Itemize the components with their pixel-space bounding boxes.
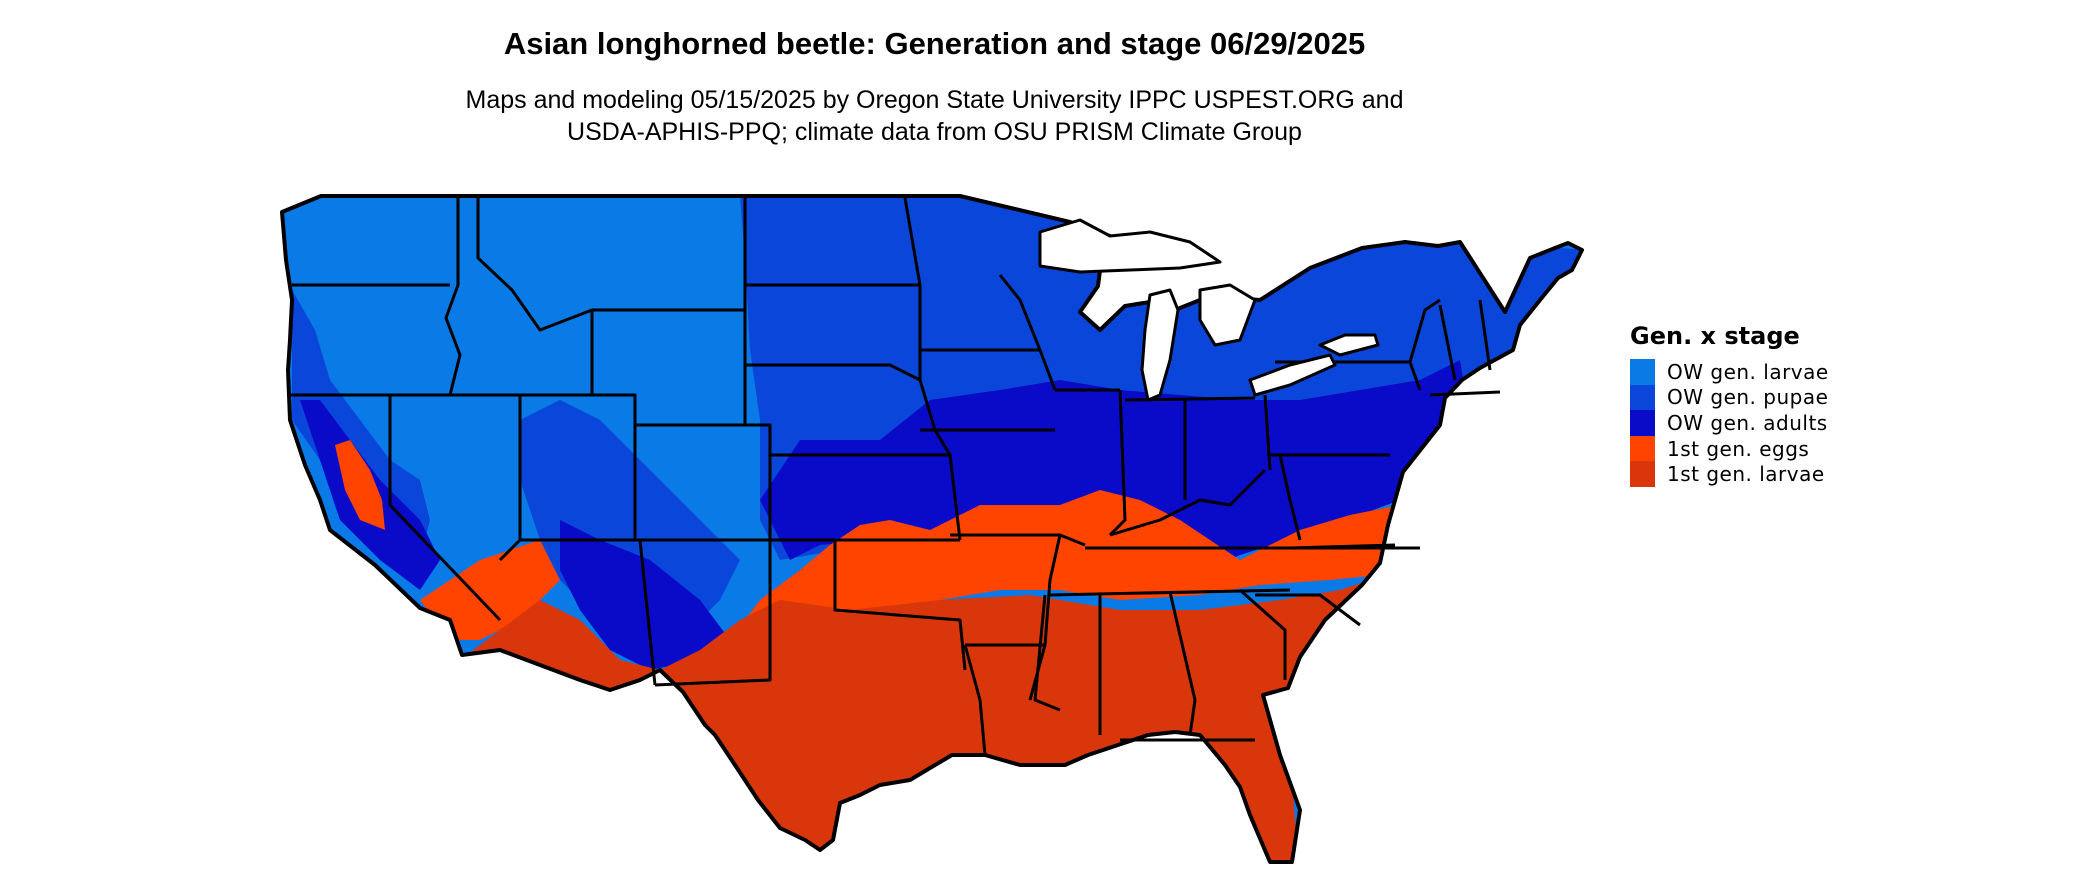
border-id-west [444, 198, 462, 396]
border-va-nc [1289, 543, 1396, 550]
border-sd-ne [745, 363, 921, 382]
lake-erie [1248, 353, 1337, 397]
border-mn-wi [998, 274, 1057, 391]
legend-label: OW gen. adults [1667, 410, 1828, 435]
map-subtitle: Maps and modeling 05/15/2025 by Oregon S… [0, 84, 1869, 148]
legend-item-ow-larvae: OW gen. larvae [1630, 359, 1829, 385]
lake-huron [1198, 283, 1257, 347]
lake-ontario [1318, 333, 1380, 357]
legend-item-ow-pupae: OW gen. pupae [1630, 384, 1829, 411]
border-co-nm [635, 538, 772, 687]
border-ca-nv [388, 395, 502, 622]
us-outline [280, 194, 1584, 864]
legend-label: 1st gen. larvae [1667, 462, 1825, 487]
border-ms-west [1033, 594, 1061, 712]
legend-label: OW gen. pupae [1667, 385, 1829, 410]
legend-swatch [1630, 435, 1655, 462]
map-legend: Gen. x stage OW gen. larvae OW gen. pupa… [1630, 322, 1829, 487]
legend-swatch [1630, 410, 1655, 436]
legend-label: 1st gen. eggs [1667, 436, 1810, 461]
border-la-tx [963, 644, 987, 756]
legend-item-1st-eggs: 1st gen. eggs [1630, 435, 1829, 462]
border-ok-tx [770, 538, 967, 671]
great-lakes [1038, 218, 1380, 402]
border-vt-nh [1438, 304, 1457, 381]
border-nh-me [1478, 299, 1492, 371]
border-ga-sc [1239, 588, 1287, 680]
legend-title: Gen. x stage [1630, 322, 1800, 350]
legend-label: OW gen. larvae [1667, 359, 1829, 384]
border-ma-south [1429, 390, 1501, 397]
border-ut-co [585, 393, 745, 427]
border-ky-north [1109, 468, 1267, 537]
border-ny-ne [1408, 298, 1441, 363]
border-al-ga [1168, 591, 1197, 736]
stage-zones [282, 196, 1582, 862]
border-oh-pa [1263, 394, 1272, 471]
border-mi-in-oh [1124, 396, 1256, 402]
border-il-in [1108, 389, 1127, 537]
state-boundaries [280, 194, 1584, 864]
legend-item-1st-larvae: 1st gen. larvae [1630, 461, 1829, 487]
border-mo-west [918, 379, 962, 541]
lake-michigan [1140, 288, 1180, 402]
zone-ow-pupae-west [292, 290, 430, 560]
subtitle-line-2: USDA-APHIS-PPQ; climate data from OSU PR… [567, 118, 1302, 146]
zone-1st-eggs-ca [335, 440, 385, 530]
zone-1st-eggs [700, 490, 1440, 720]
map-title: Asian longhorned beetle: Generation and … [503, 26, 1366, 61]
lake-superior [1038, 218, 1222, 274]
legend-swatch [1630, 359, 1655, 385]
legend-swatch [1630, 384, 1655, 411]
zone-ow-adults [760, 360, 1470, 580]
legend-item-ow-adults: OW gen. adults [1630, 410, 1829, 436]
border-nc-sc [1255, 593, 1361, 627]
border-id-mt [476, 198, 594, 395]
legend-swatch [1630, 461, 1655, 487]
border-nd-mn [903, 197, 922, 380]
border-wv [1278, 454, 1302, 541]
border-co-east [745, 423, 772, 540]
subtitle-line-1: Maps and modeling 05/15/2025 by Oregon S… [465, 86, 1404, 114]
